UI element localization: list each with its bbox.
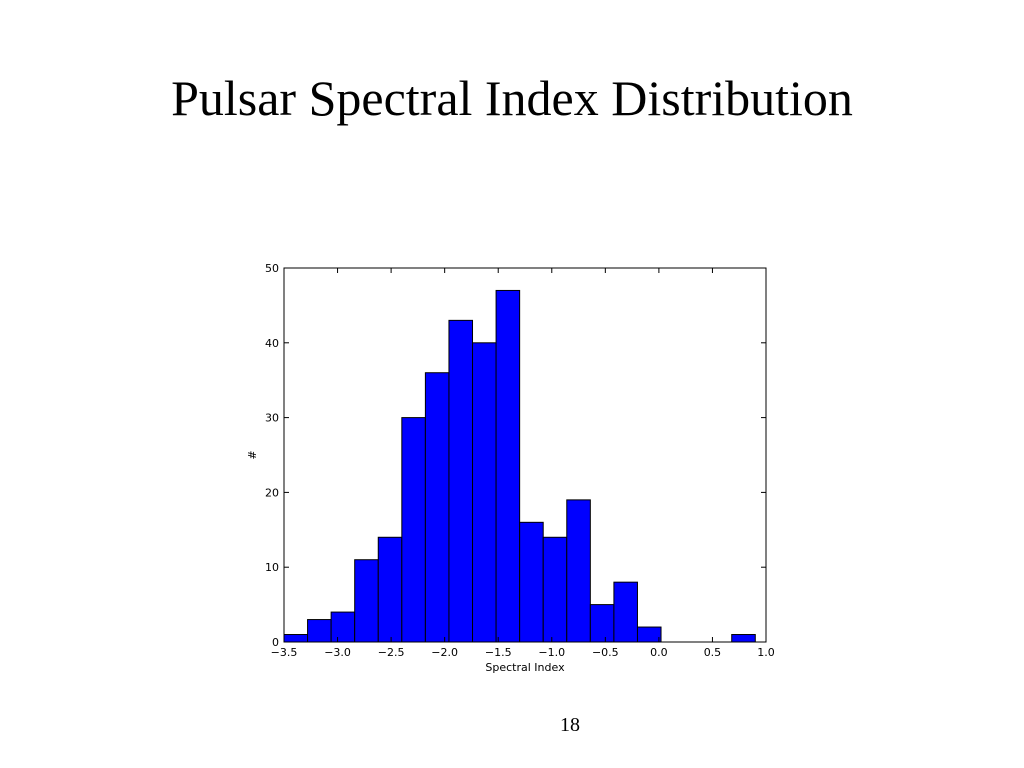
bar bbox=[636, 626, 662, 643]
y-tick-label: 0 bbox=[272, 636, 279, 649]
x-tick-label: −3.0 bbox=[324, 646, 351, 659]
bar bbox=[448, 319, 474, 643]
bar bbox=[566, 499, 591, 643]
bar bbox=[589, 604, 615, 643]
bar bbox=[731, 634, 756, 643]
x-tick-label: −1.0 bbox=[538, 646, 565, 659]
bar bbox=[377, 536, 403, 643]
slide-title: Pulsar Spectral Index Distribution bbox=[171, 70, 853, 126]
bar bbox=[401, 417, 426, 643]
page-number: 18 bbox=[560, 714, 580, 736]
bar bbox=[307, 619, 332, 643]
y-tick-label: 10 bbox=[265, 561, 279, 574]
plot-frame bbox=[283, 267, 767, 643]
bar bbox=[283, 634, 309, 643]
x-tick-label: −2.5 bbox=[378, 646, 405, 659]
y-axis-label: # bbox=[246, 450, 259, 459]
y-tick-label: 40 bbox=[265, 337, 279, 350]
bar bbox=[354, 559, 379, 643]
y-tick-label: 20 bbox=[265, 486, 279, 499]
y-tick-label: 50 bbox=[265, 262, 279, 275]
bar bbox=[542, 536, 568, 643]
bar bbox=[330, 611, 356, 643]
x-tick-label: 0.0 bbox=[650, 646, 668, 659]
bar bbox=[613, 581, 638, 643]
x-tick-label: −0.5 bbox=[592, 646, 619, 659]
x-tick-label: 1.0 bbox=[757, 646, 775, 659]
bar bbox=[495, 289, 521, 643]
x-tick-label: −2.0 bbox=[431, 646, 458, 659]
bar bbox=[424, 372, 450, 643]
y-tick-label: 30 bbox=[265, 412, 279, 425]
x-tick-label: −1.5 bbox=[485, 646, 512, 659]
bar bbox=[472, 342, 497, 643]
x-tick-label: 0.5 bbox=[704, 646, 722, 659]
bar bbox=[519, 521, 544, 643]
x-tick-label: −3.5 bbox=[271, 646, 298, 659]
x-axis-label: Spectral Index bbox=[485, 661, 565, 674]
